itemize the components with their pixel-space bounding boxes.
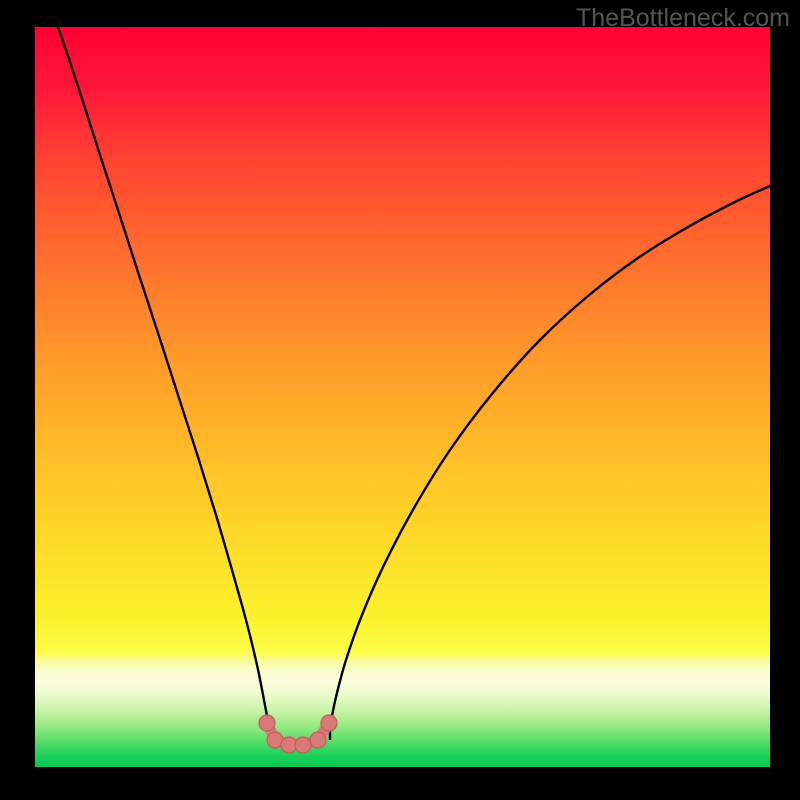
bottleneck-chart <box>35 27 770 767</box>
chart-canvas: TheBottleneck.com <box>0 0 800 800</box>
trough-dot <box>259 715 275 731</box>
trough-dot <box>295 737 311 753</box>
trough-dot <box>321 715 337 731</box>
trough-dot <box>310 732 326 748</box>
gradient-background <box>35 27 770 767</box>
